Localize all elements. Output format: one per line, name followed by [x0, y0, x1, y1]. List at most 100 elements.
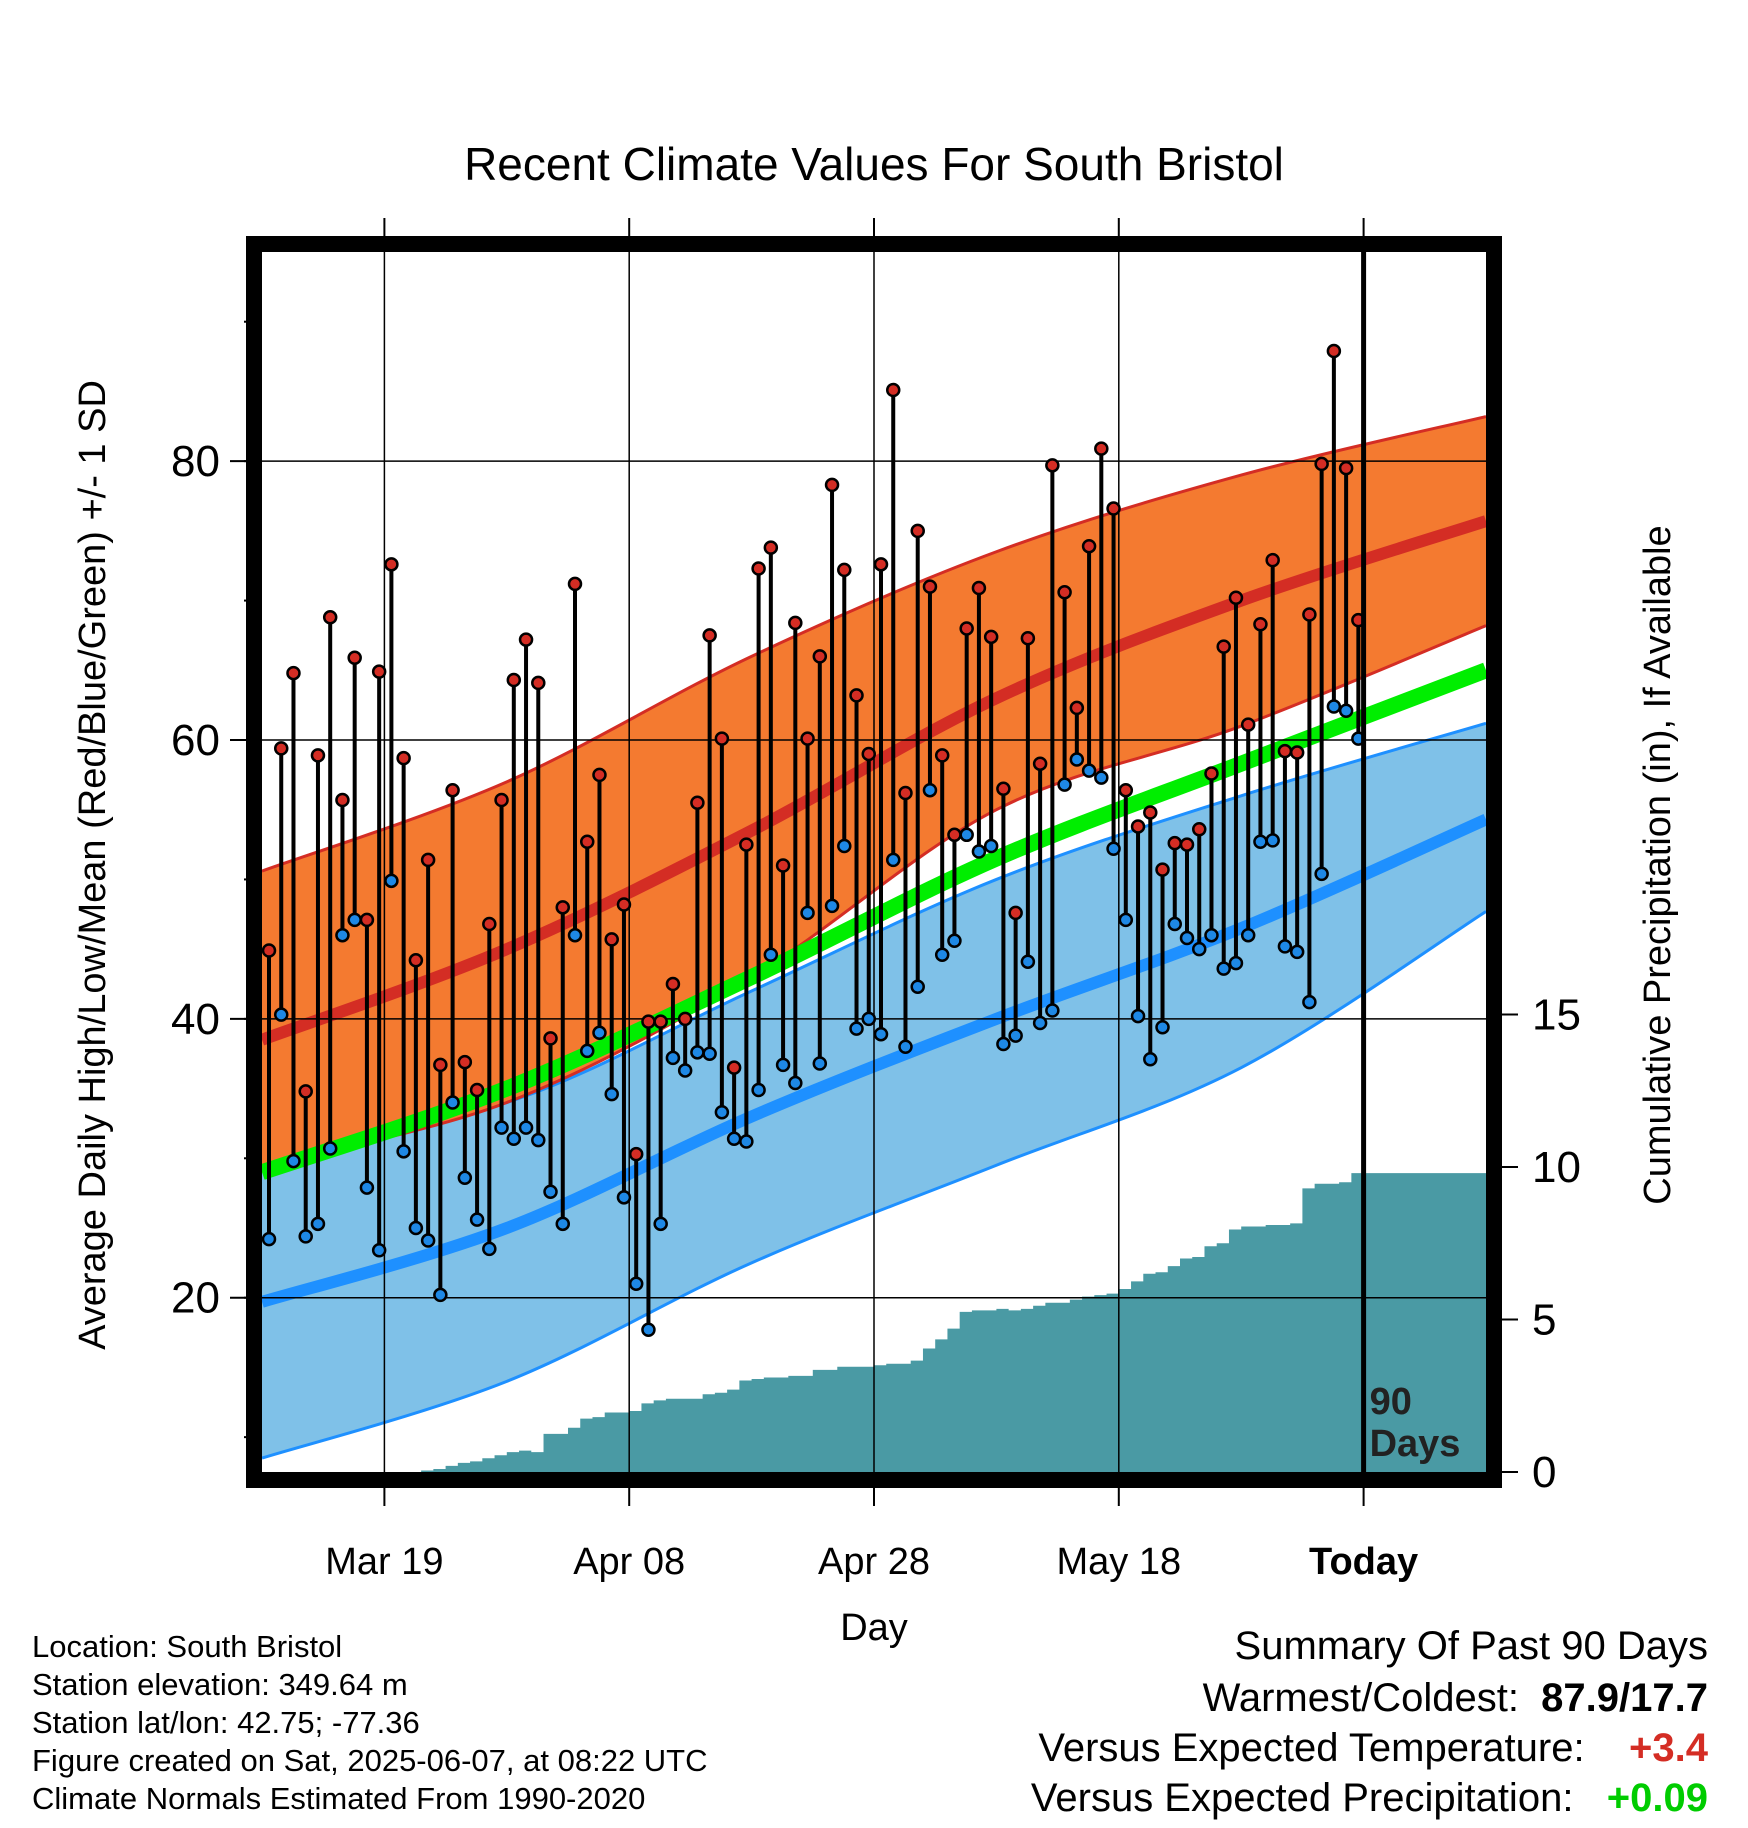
high-point [824, 477, 840, 493]
high-point [273, 741, 289, 756]
low-point [347, 912, 362, 928]
y2-tick-label: 10 [1532, 1143, 1581, 1192]
low-point [335, 927, 350, 943]
high-point [812, 649, 828, 664]
high-point [371, 664, 387, 679]
low-point [433, 1287, 448, 1303]
low-point [1240, 927, 1256, 943]
high-point [665, 976, 681, 992]
high-point [1094, 441, 1109, 456]
high-point [1057, 584, 1072, 600]
low-point [885, 852, 901, 868]
chart-title: Recent Climate Values For South Bristol [464, 138, 1284, 190]
low-point [1302, 994, 1317, 1010]
high-point [506, 672, 522, 688]
grid-lines [262, 252, 1486, 1472]
high-point [457, 1054, 473, 1070]
high-point [1081, 538, 1097, 554]
high-point [702, 628, 717, 643]
low-point [555, 1216, 571, 1232]
low-point [1253, 834, 1268, 850]
high-point [751, 561, 766, 576]
low-point [1289, 944, 1305, 960]
today-label-line: 90 [1370, 1381, 1412, 1423]
low-point [702, 1046, 717, 1061]
summary-precip: Versus Expected Precipitation: +0.09 [1031, 1776, 1708, 1821]
low-point [1228, 955, 1244, 971]
high-point [873, 557, 889, 572]
high-point [714, 731, 730, 746]
low-point [396, 1144, 411, 1159]
low-point [1118, 912, 1134, 928]
y2-tick-label: 15 [1532, 991, 1581, 1040]
low-point [1314, 866, 1329, 882]
low-point [983, 838, 999, 854]
low-point [1008, 1028, 1023, 1043]
high-point [335, 792, 350, 808]
low-point [1094, 770, 1109, 785]
high-point [433, 1057, 448, 1073]
high-point [359, 912, 375, 928]
high-point [1289, 745, 1305, 760]
y-axis-label: Average Daily High/Low/Mean (Red/Blue/Gr… [72, 380, 114, 1350]
low-point [910, 979, 925, 995]
high-point [469, 1082, 485, 1098]
high-point [384, 557, 399, 572]
low-point [1216, 961, 1231, 976]
low-sd-band-lower-edge [262, 910, 1486, 1460]
high-point [910, 523, 925, 539]
high-point [1228, 590, 1244, 606]
high-point [1277, 743, 1293, 759]
low-point [849, 1021, 864, 1036]
today-label-line: Days [1370, 1423, 1461, 1465]
high-point [445, 782, 460, 798]
y2-axis-label: Cumulative Precipitation (in), If Availa… [1637, 525, 1679, 1204]
high-point [261, 943, 277, 958]
low-point [800, 905, 815, 921]
low-point [947, 933, 962, 949]
warm-cold-label: Warmest/Coldest: [1202, 1676, 1519, 1720]
low-point [616, 1190, 632, 1205]
high-point [408, 953, 424, 968]
low-point [1191, 941, 1207, 957]
low-point [261, 1231, 277, 1247]
summary-warm-cold: Warmest/Coldest: 87.9/17.7 [1203, 1676, 1708, 1721]
y-tick-label: 40 [171, 995, 220, 1044]
high-point [726, 1060, 742, 1075]
low-point [837, 838, 852, 854]
high-point [677, 1011, 693, 1027]
low-point [592, 1025, 607, 1041]
high-point [690, 795, 705, 810]
precip-label: Versus Expected Precipitation: [1030, 1776, 1574, 1820]
high-point [1032, 756, 1048, 771]
low-point [310, 1216, 326, 1232]
low-point [1326, 699, 1342, 714]
high-point [1179, 837, 1195, 852]
low-point [322, 1141, 338, 1156]
low-point [971, 844, 987, 859]
x-tick-label: Apr 28 [818, 1541, 930, 1583]
low-point [1143, 1052, 1158, 1067]
info-created: Figure created on Sat, 2025-06-07, at 08… [32, 1743, 708, 1778]
low-point [775, 1057, 791, 1073]
low-point [1338, 703, 1354, 718]
low-point [751, 1082, 766, 1098]
y-tick-label: 80 [171, 437, 220, 486]
low-point [494, 1120, 509, 1135]
low-point [653, 1216, 668, 1232]
high-point [567, 576, 583, 592]
high-point [861, 746, 877, 762]
low-point [531, 1132, 546, 1148]
low-point [1265, 833, 1280, 848]
high-point [898, 785, 913, 801]
x-tick-label: Apr 08 [573, 1541, 685, 1583]
low-point [1179, 930, 1195, 946]
high-point [934, 748, 950, 763]
axes: 20 40 60 80 0 5 10 15 Mar 19 Apr 08 Apr 28 May 18 To… [171, 218, 1581, 1583]
high-point [1240, 717, 1256, 732]
low-point [1069, 752, 1085, 767]
low-point [371, 1243, 387, 1258]
high-point [1008, 905, 1023, 921]
low-point [1130, 1008, 1146, 1024]
high-point [1253, 617, 1268, 632]
